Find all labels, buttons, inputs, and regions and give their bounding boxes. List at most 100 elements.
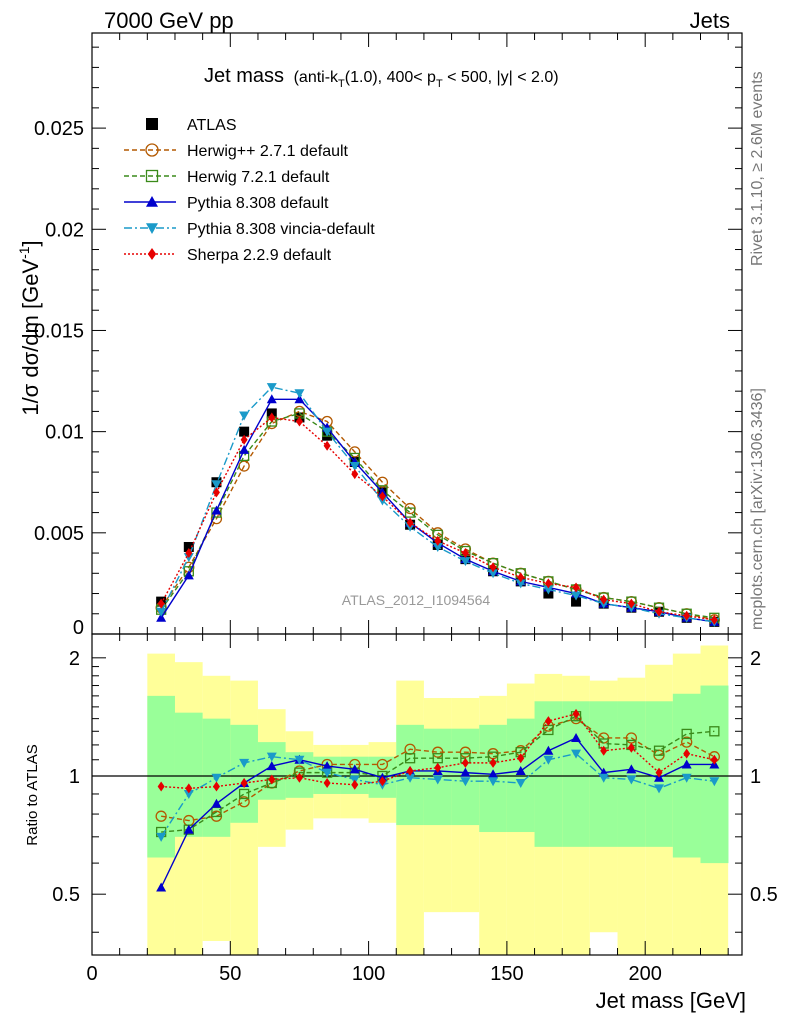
data-point-pythia-8-308-vincia-default (239, 411, 250, 421)
data-point-pythia-8-308-default (156, 612, 167, 622)
ratio-point-sherpa-2-2-9-default (683, 748, 691, 759)
legend-marker-herwig-7-2-1-default (145, 169, 159, 183)
ratio-point-sherpa-2-2-9-default (572, 708, 580, 719)
ratio-y-tick-label: 0.5 (52, 884, 80, 906)
ratio-point-pythia-8-308-default (681, 759, 692, 769)
analysis-watermark: ATLAS_2012_I1094564 (342, 592, 491, 608)
ratio-point-pythia-8-308-vincia-default (294, 755, 305, 765)
ratio-point-pythia-8-308-vincia-default (626, 775, 637, 785)
data-point-pythia-8-308-vincia-default (571, 591, 582, 601)
legend-marker-herwig-2-7-1-default (145, 143, 159, 157)
ratio-point-sherpa-2-2-9-default (710, 754, 718, 765)
x-tick-label: 50 (219, 963, 241, 985)
ratio-y-axis-label: Ratio to ATLAS (24, 744, 41, 845)
ratio-line-pythia-8-308-vincia-default (160, 752, 715, 838)
data-point-sherpa-2-2-9-default (489, 562, 497, 573)
ratio-point-pythia-8-308-vincia-default (598, 773, 609, 783)
data-point-pythia-8-308-vincia-default (543, 585, 554, 595)
data-point-pythia-8-308-vincia-default (488, 569, 499, 579)
series-line-herwig-7-2-1-default (160, 412, 715, 619)
ratio-point-pythia-8-308-default (183, 824, 194, 834)
ratio-point-herwig-2-7-1-default (376, 758, 389, 771)
panel-frames (91, 32, 743, 956)
data-point-pythia-8-308-vincia-default (156, 607, 167, 617)
ratio-point-pythia-8-308-default (488, 769, 499, 779)
ratio-point-sherpa-2-2-9-default (655, 767, 663, 778)
legend-label-pythia-8-308-default: Pythia 8.308 default (187, 195, 329, 212)
ratio-y-tick-label-right: 2 (750, 648, 761, 670)
data-point-atlas (239, 426, 250, 437)
ratio-point-herwig-7-2-1-default (404, 753, 416, 764)
data-point-atlas (183, 541, 194, 552)
ratio-point-sherpa-2-2-9-default (627, 742, 635, 753)
data-point-sherpa-2-2-9-default (683, 610, 691, 621)
ratio-point-pythia-8-308-default (460, 767, 471, 777)
ratio-point-sherpa-2-2-9-default (406, 765, 414, 776)
ratio-line-herwig-7-2-1-default (161, 715, 715, 833)
ratio-point-sherpa-2-2-9-default (351, 779, 359, 790)
ratio-point-sherpa-2-2-9-default (157, 781, 165, 792)
ratio-panel-frame (91, 633, 743, 956)
top-y-tick-label: 0.01 (45, 422, 84, 444)
x-tick-label: 200 (629, 963, 662, 985)
ratio-band-green (257, 742, 286, 800)
ratio-point-sherpa-2-2-9-default (544, 716, 552, 727)
legend-marker-sherpa-2-2-9-default (147, 248, 157, 260)
data-point-sherpa-2-2-9-default (212, 487, 220, 498)
data-point-pythia-8-308-default (266, 394, 277, 404)
data-point-pythia-8-308-vincia-default (322, 427, 333, 437)
data-point-pythia-8-308-default (239, 444, 250, 454)
data-point-sherpa-2-2-9-default (295, 416, 303, 427)
mcplots-label: mcplots.cern.ch [arXiv:1306.3436] (749, 388, 766, 630)
ratio-point-pythia-8-308-default (211, 798, 222, 808)
ratio-y-tick-label-right: 1 (750, 766, 761, 788)
series-line-pythia-8-308-vincia-default (160, 386, 715, 623)
header-category-label: Jets (689, 8, 730, 33)
data-point-sherpa-2-2-9-default (240, 434, 248, 445)
ratio-point-herwig-2-7-1-default (432, 746, 444, 758)
ratio-band-green (174, 712, 203, 837)
data-point-pythia-8-308-default (294, 394, 305, 404)
ratio-point-pythia-8-308-default (571, 732, 582, 742)
data-point-sherpa-2-2-9-default (406, 517, 414, 528)
top-y-tick-label: 0.005 (34, 523, 84, 545)
legend-marker-atlas (146, 118, 158, 130)
ratio-point-pythia-8-308-default (515, 765, 526, 775)
data-point-herwig-2-7-1-default (376, 476, 389, 488)
data-point-pythia-8-308-default (183, 570, 194, 580)
data-point-sherpa-2-2-9-default (378, 491, 386, 502)
data-point-pythia-8-308-vincia-default (460, 557, 471, 567)
ratio-point-sherpa-2-2-9-default (212, 781, 220, 792)
ratio-point-pythia-8-308-vincia-default (543, 755, 554, 765)
ratio-band-green (506, 718, 535, 833)
ratio-point-pythia-8-308-default (626, 764, 637, 774)
ratio-point-pythia-8-308-default (349, 764, 360, 774)
ratio-point-pythia-8-308-vincia-default (654, 784, 665, 794)
ratio-point-pythia-8-308-vincia-default (709, 777, 720, 787)
ratio-band-green (230, 724, 259, 823)
ratio-band-green (617, 701, 646, 847)
data-point-sherpa-2-2-9-default (351, 469, 359, 480)
ratio-point-pythia-8-308-vincia-default (183, 789, 194, 799)
top-y-tick-label: 0.015 (34, 320, 84, 342)
x-tick-label: 100 (352, 963, 385, 985)
legend-label-herwig-2-7-1-default: Herwig++ 2.7.1 default (187, 143, 349, 160)
data-point-sherpa-2-2-9-default (157, 598, 165, 609)
top-y-tick-label: 0 (73, 617, 84, 639)
ratio-point-pythia-8-308-default (156, 882, 167, 892)
ratio-point-pythia-8-308-vincia-default (211, 773, 222, 783)
data-point-sherpa-2-2-9-default (434, 535, 442, 546)
ratio-point-sherpa-2-2-9-default (461, 757, 469, 768)
ratio-point-pythia-8-308-default (543, 745, 554, 755)
rivet-label: Rivet 3.1.10, ≥ 2.6M events (749, 71, 766, 266)
data-point-pythia-8-308-vincia-default (432, 542, 443, 552)
ratio-point-pythia-8-308-vincia-default (571, 749, 582, 759)
top-y-tick-label: 0.02 (45, 219, 84, 241)
ratio-line-herwig-2-7-1-default (161, 717, 715, 822)
data-point-atlas (571, 596, 582, 607)
ratio-point-herwig-7-2-1-default (653, 745, 665, 756)
ratio-point-pythia-8-308-vincia-default (681, 773, 692, 783)
ratio-point-pythia-8-308-vincia-default (515, 778, 526, 788)
data-point-sherpa-2-2-9-default (572, 582, 580, 593)
ratio-point-sherpa-2-2-9-default (434, 762, 442, 773)
